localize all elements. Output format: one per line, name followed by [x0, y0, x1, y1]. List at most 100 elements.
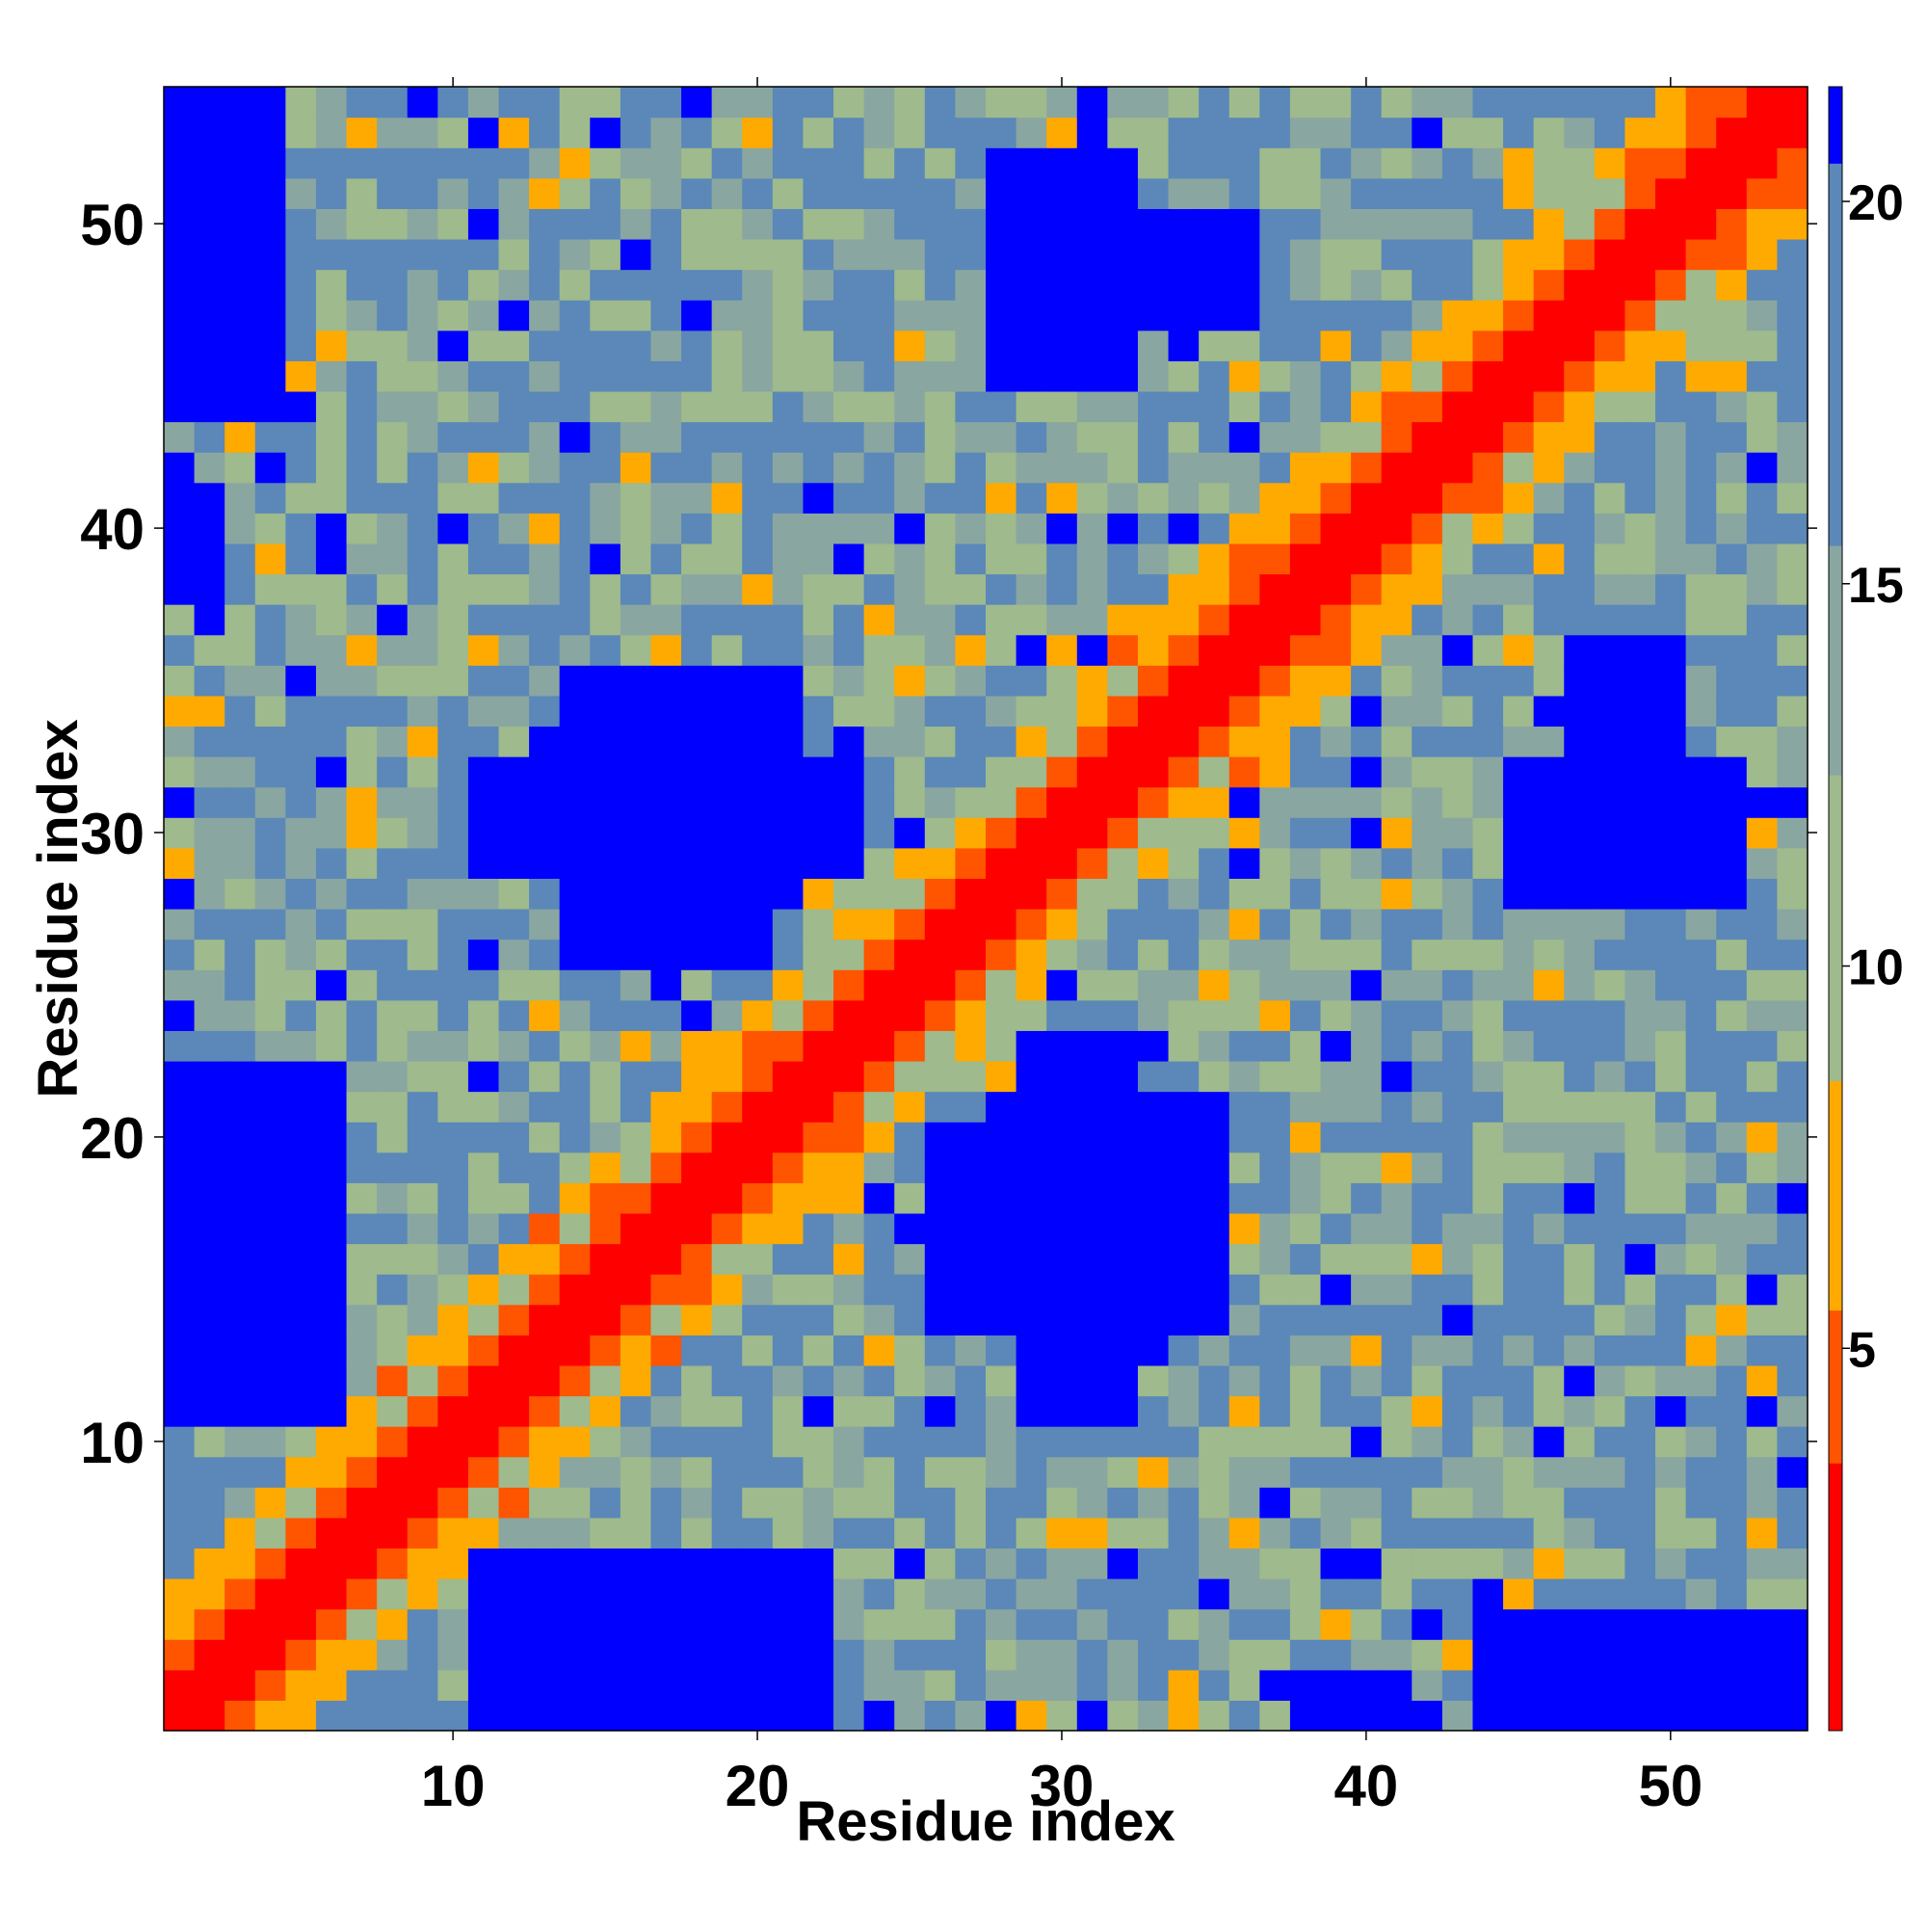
- heatmap-cell: [315, 1395, 348, 1427]
- heatmap-cell: [254, 1608, 286, 1640]
- heatmap-cell: [164, 208, 196, 240]
- heatmap-cell: [1381, 1060, 1412, 1093]
- heatmap-cell: [377, 939, 409, 970]
- heatmap-cell: [1076, 1274, 1108, 1306]
- heatmap-cell: [772, 1364, 805, 1397]
- heatmap-cell: [1412, 1395, 1443, 1427]
- heatmap-cell: [1076, 1122, 1108, 1153]
- heatmap-cell: [559, 909, 591, 940]
- heatmap-cell: [681, 756, 713, 788]
- heatmap-cell: [803, 1608, 834, 1640]
- heatmap-cell: [1259, 1456, 1291, 1488]
- heatmap-cell: [285, 87, 317, 119]
- heatmap-cell: [1564, 1060, 1596, 1093]
- heatmap-cell: [1381, 330, 1412, 361]
- heatmap-cell: [1412, 117, 1443, 148]
- heatmap-cell: [1351, 238, 1383, 271]
- heatmap-cell: [1441, 786, 1474, 818]
- heatmap-cell: [1320, 726, 1352, 757]
- heatmap-cell: [467, 909, 500, 940]
- heatmap-cell: [1199, 147, 1230, 179]
- heatmap-cell: [1259, 1122, 1291, 1153]
- heatmap-cell: [711, 1700, 743, 1732]
- heatmap-cell: [1685, 1091, 1717, 1123]
- heatmap-cell: [1168, 1517, 1200, 1549]
- heatmap-cell: [742, 1578, 774, 1610]
- heatmap-cell: [1655, 1669, 1687, 1701]
- heatmap-cell: [1259, 1639, 1291, 1671]
- heatmap-cell: [1320, 1091, 1352, 1123]
- heatmap-cell: [437, 1030, 469, 1062]
- heatmap-cell: [650, 786, 682, 818]
- heatmap-cell: [224, 177, 256, 209]
- heatmap-cell: [1016, 513, 1047, 544]
- heatmap-cell: [194, 1395, 225, 1427]
- heatmap-cell: [224, 1395, 256, 1427]
- heatmap-cell: [224, 452, 256, 484]
- heatmap-cell: [1412, 238, 1443, 271]
- heatmap-cell: [315, 1122, 348, 1153]
- heatmap-cell: [1199, 1578, 1230, 1610]
- heatmap-cell: [1046, 1060, 1078, 1093]
- heatmap-cell: [1441, 360, 1474, 392]
- heatmap-cell: [1289, 238, 1322, 271]
- heatmap-cell: [315, 878, 348, 910]
- heatmap-cell: [1412, 604, 1443, 636]
- heatmap-cell: [224, 1639, 256, 1671]
- heatmap-cell: [1746, 543, 1778, 575]
- heatmap-cell: [1107, 208, 1139, 240]
- heatmap-cell: [315, 969, 348, 1001]
- heatmap-cell: [1655, 177, 1687, 209]
- heatmap-cell: [467, 817, 500, 849]
- heatmap-cell: [711, 238, 743, 271]
- x-tick-label: 20: [726, 1754, 790, 1818]
- heatmap-cell: [742, 1274, 774, 1306]
- heatmap-cell: [254, 1243, 286, 1275]
- heatmap-cell: [1472, 1364, 1504, 1397]
- heatmap-cell: [894, 1182, 926, 1214]
- heatmap-cell: [407, 969, 438, 1001]
- heatmap-cell: [1594, 1060, 1626, 1093]
- heatmap-cell: [346, 1548, 378, 1579]
- heatmap-cell: [1259, 1548, 1291, 1579]
- heatmap-cell: [863, 1304, 895, 1336]
- heatmap-cell: [1655, 604, 1687, 636]
- heatmap-cell: [1564, 117, 1596, 148]
- heatmap-cell: [285, 1364, 317, 1397]
- heatmap-cell: [650, 1335, 682, 1366]
- heatmap-cell: [1716, 847, 1748, 879]
- heatmap-cell: [1168, 1487, 1200, 1519]
- heatmap-cell: [529, 238, 561, 271]
- heatmap-cell: [346, 1364, 378, 1397]
- heatmap-cell: [1412, 909, 1443, 940]
- heatmap-cell: [437, 786, 469, 818]
- heatmap-cell: [1228, 695, 1260, 728]
- heatmap-cell: [194, 999, 225, 1031]
- heatmap-cell: [437, 909, 469, 940]
- heatmap-cell: [1412, 177, 1443, 209]
- heatmap-cell: [955, 1364, 987, 1397]
- heatmap-cell: [529, 1151, 561, 1183]
- heatmap-cell: [346, 1212, 378, 1245]
- heatmap-cell: [1137, 1060, 1170, 1093]
- heatmap-cell: [1441, 665, 1474, 697]
- heatmap-cell: [254, 1426, 286, 1458]
- heatmap-cell: [1259, 909, 1291, 940]
- heatmap-cell: [1503, 1182, 1535, 1214]
- heatmap-cell: [1259, 1426, 1291, 1458]
- heatmap-cell: [772, 1122, 805, 1153]
- heatmap-cell: [1564, 1608, 1596, 1640]
- heatmap-cell: [224, 1548, 256, 1579]
- heatmap-cell: [1259, 1243, 1291, 1275]
- heatmap-cell: [254, 604, 286, 636]
- heatmap-cell: [1594, 1091, 1626, 1123]
- heatmap-cell: [1107, 1335, 1139, 1366]
- heatmap-cell: [650, 300, 682, 331]
- heatmap-cell: [681, 452, 713, 484]
- heatmap-cell: [1655, 999, 1687, 1031]
- heatmap-cell: [1259, 1030, 1291, 1062]
- heatmap-cell: [164, 543, 196, 575]
- heatmap-cell: [254, 1151, 286, 1183]
- heatmap-cell: [620, 604, 652, 636]
- heatmap-cell: [529, 909, 561, 940]
